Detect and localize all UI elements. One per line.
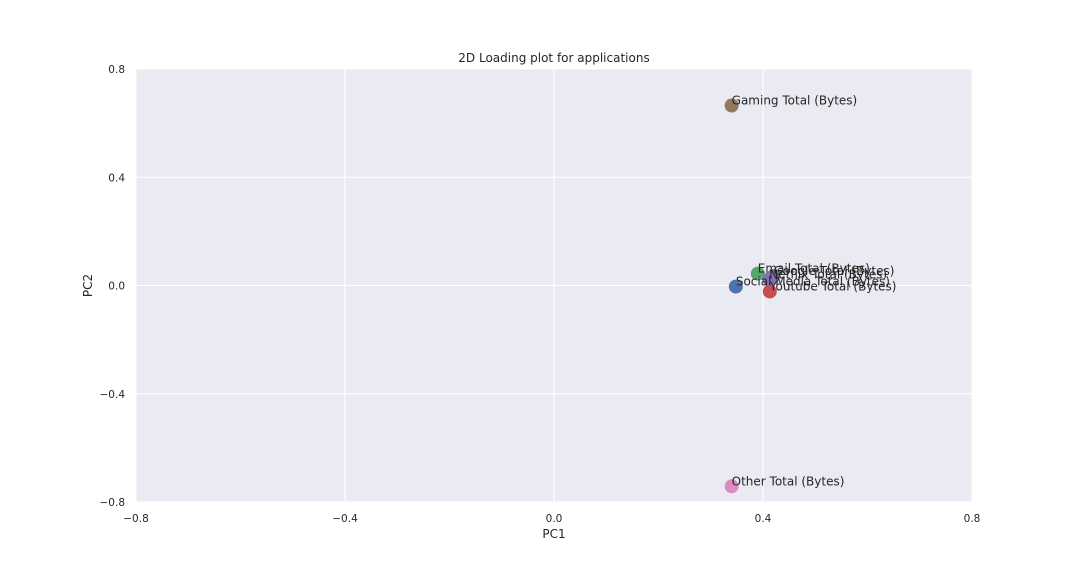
data-point <box>724 479 739 494</box>
point-label: Youtube Total (Bytes) <box>769 279 897 293</box>
y-tick-labels: −0.8 −0.4 0.0 0.4 0.8 <box>100 64 126 509</box>
point-label: Email Total (Bytes) <box>758 262 870 276</box>
x-tick-label: 0.4 <box>755 513 772 525</box>
data-point <box>762 272 777 287</box>
point-label: Google Total (Bytes) <box>773 264 894 278</box>
x-tick-label: 0.8 <box>964 513 981 525</box>
data-point <box>762 284 777 299</box>
point-labels: Social Media Total (Bytes)Google Total (… <box>732 94 897 489</box>
y-tick-label: 0.4 <box>108 172 125 184</box>
point-label: Gaming Total (Bytes) <box>732 94 858 108</box>
y-tick-label: −0.4 <box>100 389 126 401</box>
scatter-points <box>724 98 781 494</box>
y-tick-label: 0.0 <box>108 281 125 293</box>
x-tick-label: 0.0 <box>546 513 563 525</box>
x-tick-label: −0.4 <box>332 513 358 525</box>
point-label: Netflix Total (Bytes) <box>769 267 887 281</box>
y-tick-label: −0.8 <box>100 497 126 509</box>
x-tick-label: −0.8 <box>123 513 149 525</box>
grid-lines <box>135 68 973 503</box>
point-label: Other Total (Bytes) <box>732 474 845 488</box>
point-label: Social Media Total (Bytes) <box>736 275 890 289</box>
data-point <box>728 279 743 294</box>
x-tick-labels: −0.8 −0.4 0.0 0.4 0.8 <box>123 513 980 525</box>
data-point <box>724 98 739 113</box>
x-axis-label: PC1 <box>542 527 565 541</box>
chart-title: 2D Loading plot for applications <box>458 51 649 65</box>
y-tick-label: 0.8 <box>108 64 125 76</box>
data-point <box>750 266 765 281</box>
y-axis-label: PC2 <box>81 274 95 297</box>
